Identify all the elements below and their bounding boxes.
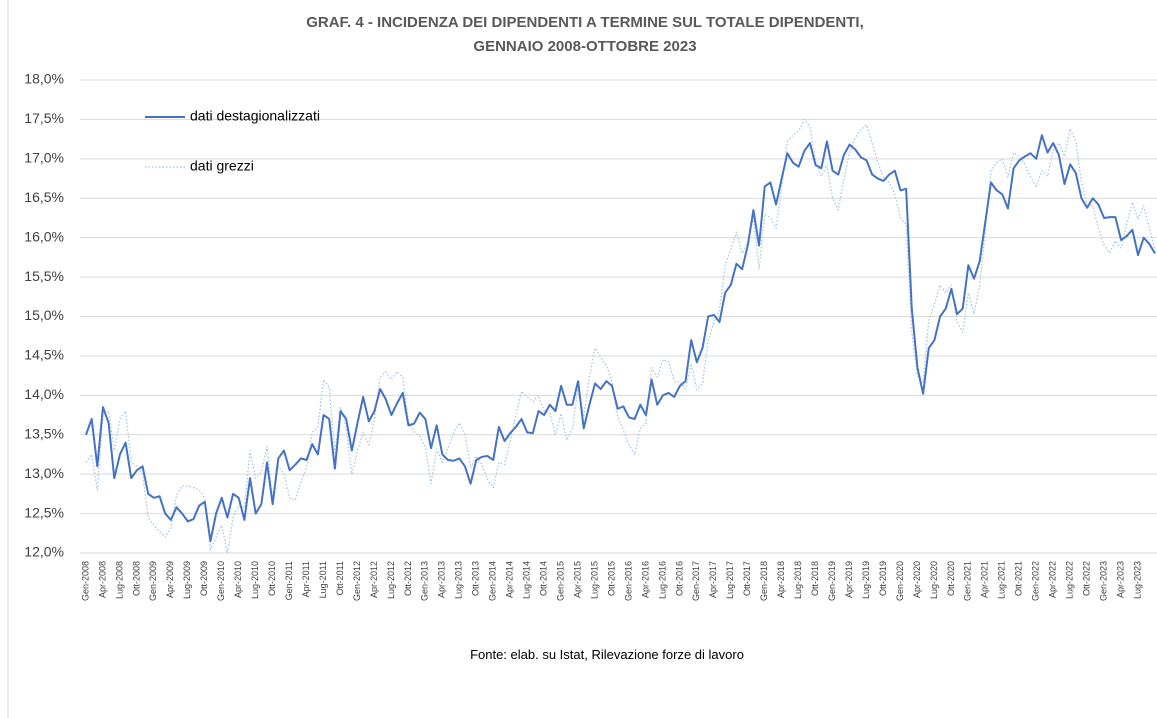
x-tick-label: Ott-2022	[1082, 561, 1092, 596]
chart-title: GENNAIO 2008-OTTOBRE 2023	[473, 38, 696, 55]
x-tick-label: Apr-2016	[640, 561, 650, 598]
x-tick-label: Lug-2009	[182, 561, 192, 599]
x-tick-label: Gen-2015	[555, 561, 565, 601]
x-tick-label: Gen-2009	[148, 561, 158, 601]
y-tick-label: 15,5%	[24, 268, 64, 284]
y-tick-label: 15,0%	[24, 307, 64, 323]
y-tick-label: 12,5%	[24, 504, 64, 520]
x-tick-label: Lug-2010	[250, 561, 260, 599]
x-tick-label: Ott-2013	[471, 561, 481, 596]
y-tick-label: 16,0%	[24, 228, 64, 244]
x-tick-label: Apr-2012	[369, 561, 379, 598]
x-tick-label: Lug-2012	[386, 561, 396, 599]
x-tick-label: Ott-2015	[606, 561, 616, 596]
x-tick-label: Ott-2019	[878, 561, 888, 596]
x-tick-label: Gen-2008	[80, 561, 90, 601]
x-tick-label: Apr-2021	[980, 561, 990, 598]
x-tick-label: Apr-2015	[572, 561, 582, 598]
x-tick-label: Gen-2020	[895, 561, 905, 601]
x-tick-label: Ott-2017	[742, 561, 752, 596]
x-tick-label: Lug-2016	[657, 561, 667, 599]
x-tick-label: Lug-2021	[997, 561, 1007, 599]
x-tick-label: Apr-2011	[301, 561, 311, 597]
x-tick-label: Lug-2018	[793, 561, 803, 599]
chart-title: GRAF. 4 - INCIDENZA DEI DIPENDENTI A TER…	[306, 14, 864, 31]
y-tick-label: 16,5%	[24, 189, 64, 205]
x-tick-label: Ott-2021	[1014, 561, 1024, 596]
x-tick-label: Gen-2013	[420, 561, 430, 601]
x-tick-label: Apr-2019	[844, 561, 854, 598]
x-tick-label: Gen-2011	[284, 561, 294, 600]
legend-label: dati destagionalizzati	[190, 108, 320, 124]
x-tick-label: Apr-2023	[1115, 561, 1125, 598]
x-tick-label: Gen-2018	[759, 561, 769, 601]
x-tick-label: Apr-2014	[505, 561, 515, 598]
y-tick-label: 13,0%	[24, 465, 64, 481]
x-tick-label: Lug-2008	[114, 561, 124, 599]
x-tick-label: Apr-2009	[165, 561, 175, 598]
legend-label: dati grezzi	[190, 158, 254, 174]
x-tick-label: Ott-2010	[267, 561, 277, 596]
x-tick-label: Lug-2023	[1132, 561, 1142, 599]
x-tick-label: Gen-2021	[963, 561, 973, 601]
y-tick-label: 17,0%	[24, 150, 64, 166]
y-tick-label: 18,0%	[24, 71, 64, 87]
y-tick-label: 12,0%	[24, 544, 64, 560]
x-tick-label: Gen-2012	[352, 561, 362, 601]
x-tick-label: Gen-2019	[827, 561, 837, 601]
y-tick-label: 14,5%	[24, 347, 64, 363]
x-tick-label: Ott-2014	[539, 561, 549, 596]
x-tick-label: Lug-2019	[861, 561, 871, 599]
y-tick-label: 14,0%	[24, 386, 64, 402]
x-tick-label: Lug-2017	[725, 561, 735, 599]
y-tick-label: 17,5%	[24, 110, 64, 126]
x-tick-label: Apr-2013	[437, 561, 447, 598]
x-tick-label: Lug-2015	[589, 561, 599, 599]
x-tick-label: Ott-2012	[403, 561, 413, 596]
x-tick-label: Gen-2014	[488, 561, 498, 601]
x-tick-label: Lug-2014	[522, 561, 532, 599]
x-tick-label: Lug-2011	[318, 561, 328, 598]
x-tick-label: Apr-2008	[97, 561, 107, 598]
series-line	[85, 118, 1156, 554]
x-tick-label: Ott-2011	[335, 561, 345, 595]
x-tick-label: Gen-2022	[1031, 561, 1041, 601]
x-tick-label: Gen-2017	[691, 561, 701, 601]
x-tick-label: Lug-2020	[929, 561, 939, 599]
x-tick-label: Lug-2022	[1065, 561, 1075, 599]
x-tick-label: Apr-2020	[912, 561, 922, 598]
x-tick-label: Ott-2008	[131, 561, 141, 596]
x-tick-label: Ott-2020	[946, 561, 956, 596]
x-tick-label: Apr-2022	[1048, 561, 1058, 598]
x-tick-label: Apr-2018	[776, 561, 786, 598]
source-note: Fonte: elab. su Istat, Rilevazione forze…	[470, 647, 744, 662]
x-tick-label: Apr-2017	[708, 561, 718, 598]
x-tick-label: Gen-2016	[623, 561, 633, 601]
x-tick-label: Ott-2009	[199, 561, 209, 596]
x-tick-label: Ott-2018	[810, 561, 820, 596]
series-line	[85, 134, 1156, 543]
x-tick-label: Lug-2013	[454, 561, 464, 599]
x-tick-label: Gen-2023	[1098, 561, 1108, 601]
x-tick-label: Apr-2010	[233, 561, 243, 598]
x-tick-label: Gen-2010	[216, 561, 226, 601]
x-tick-label: Ott-2016	[674, 561, 684, 596]
y-tick-label: 13,5%	[24, 425, 64, 441]
